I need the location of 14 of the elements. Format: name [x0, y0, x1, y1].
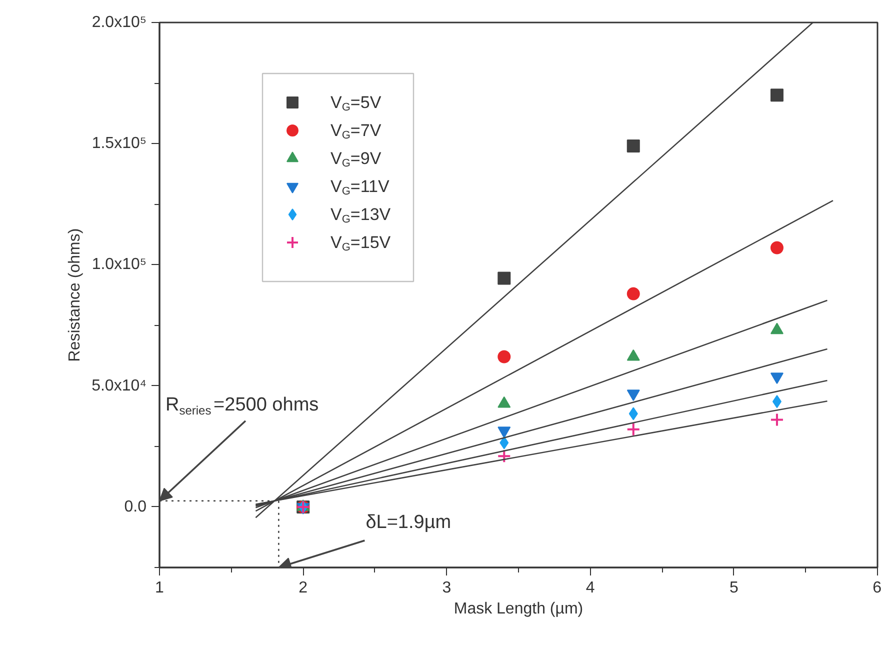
y-tick-label: 0.0	[124, 498, 147, 516]
x-tick-label: 1	[155, 580, 164, 596]
y-tick-label: 5.0x10⁴	[92, 377, 147, 394]
x-tick-label: 5	[729, 580, 738, 596]
y-tick-label: 1.0x10⁵	[92, 256, 146, 274]
y-axis-title: Resistance (ohms)	[66, 228, 84, 362]
x-axis-title: Mask Length (µm)	[454, 600, 584, 618]
x-tick-label: 3	[442, 580, 452, 596]
y-tick-label: 2.0x10⁵	[92, 14, 146, 31]
y-tick-label: 1.5x10⁵	[92, 135, 146, 152]
annotation: δL=1.9µm	[366, 512, 452, 533]
x-tick-label: 2	[298, 580, 308, 596]
x-tick-label: 4	[586, 580, 595, 596]
x-tick-label: 6	[872, 580, 881, 596]
